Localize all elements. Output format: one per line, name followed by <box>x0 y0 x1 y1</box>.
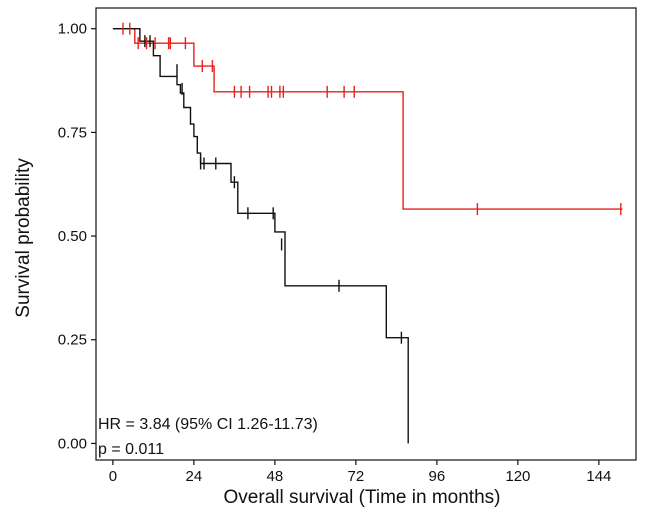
y-axis-title: Survival probability <box>13 158 34 318</box>
x-tick-label-1: 24 <box>186 468 203 485</box>
y-tick-label-0: 0.00 <box>58 435 87 452</box>
p-value-annotation: p = 0.011 <box>98 441 164 458</box>
y-tick-label-2: 0.50 <box>58 228 87 245</box>
x-tick-label-0: 0 <box>109 468 117 485</box>
hr-annotation: HR = 3.84 (95% CI 1.26-11.73) <box>98 416 318 433</box>
censor-marks <box>122 22 622 344</box>
x-tick-label-4: 96 <box>429 468 446 485</box>
y-tick-label-3: 0.75 <box>58 124 87 141</box>
plot-panel <box>95 7 637 461</box>
x-tick-label-3: 72 <box>348 468 365 485</box>
survival-curve-0 <box>112 28 623 210</box>
x-tick-label-5: 120 <box>505 468 530 485</box>
y-axis: 0.00 0.25 0.50 0.75 1.00 <box>58 21 96 452</box>
survival-curve-1 <box>112 28 409 444</box>
y-tick-label-4: 1.00 <box>58 21 87 38</box>
y-tick-label-1: 0.25 <box>58 332 87 349</box>
x-tick-label-2: 48 <box>267 468 284 485</box>
x-axis: 0 24 48 72 96 120 144 <box>109 460 611 485</box>
x-tick-label-6: 144 <box>586 468 611 485</box>
survival-curves <box>112 28 623 444</box>
x-axis-title: Overall survival (Time in months) <box>224 487 501 508</box>
